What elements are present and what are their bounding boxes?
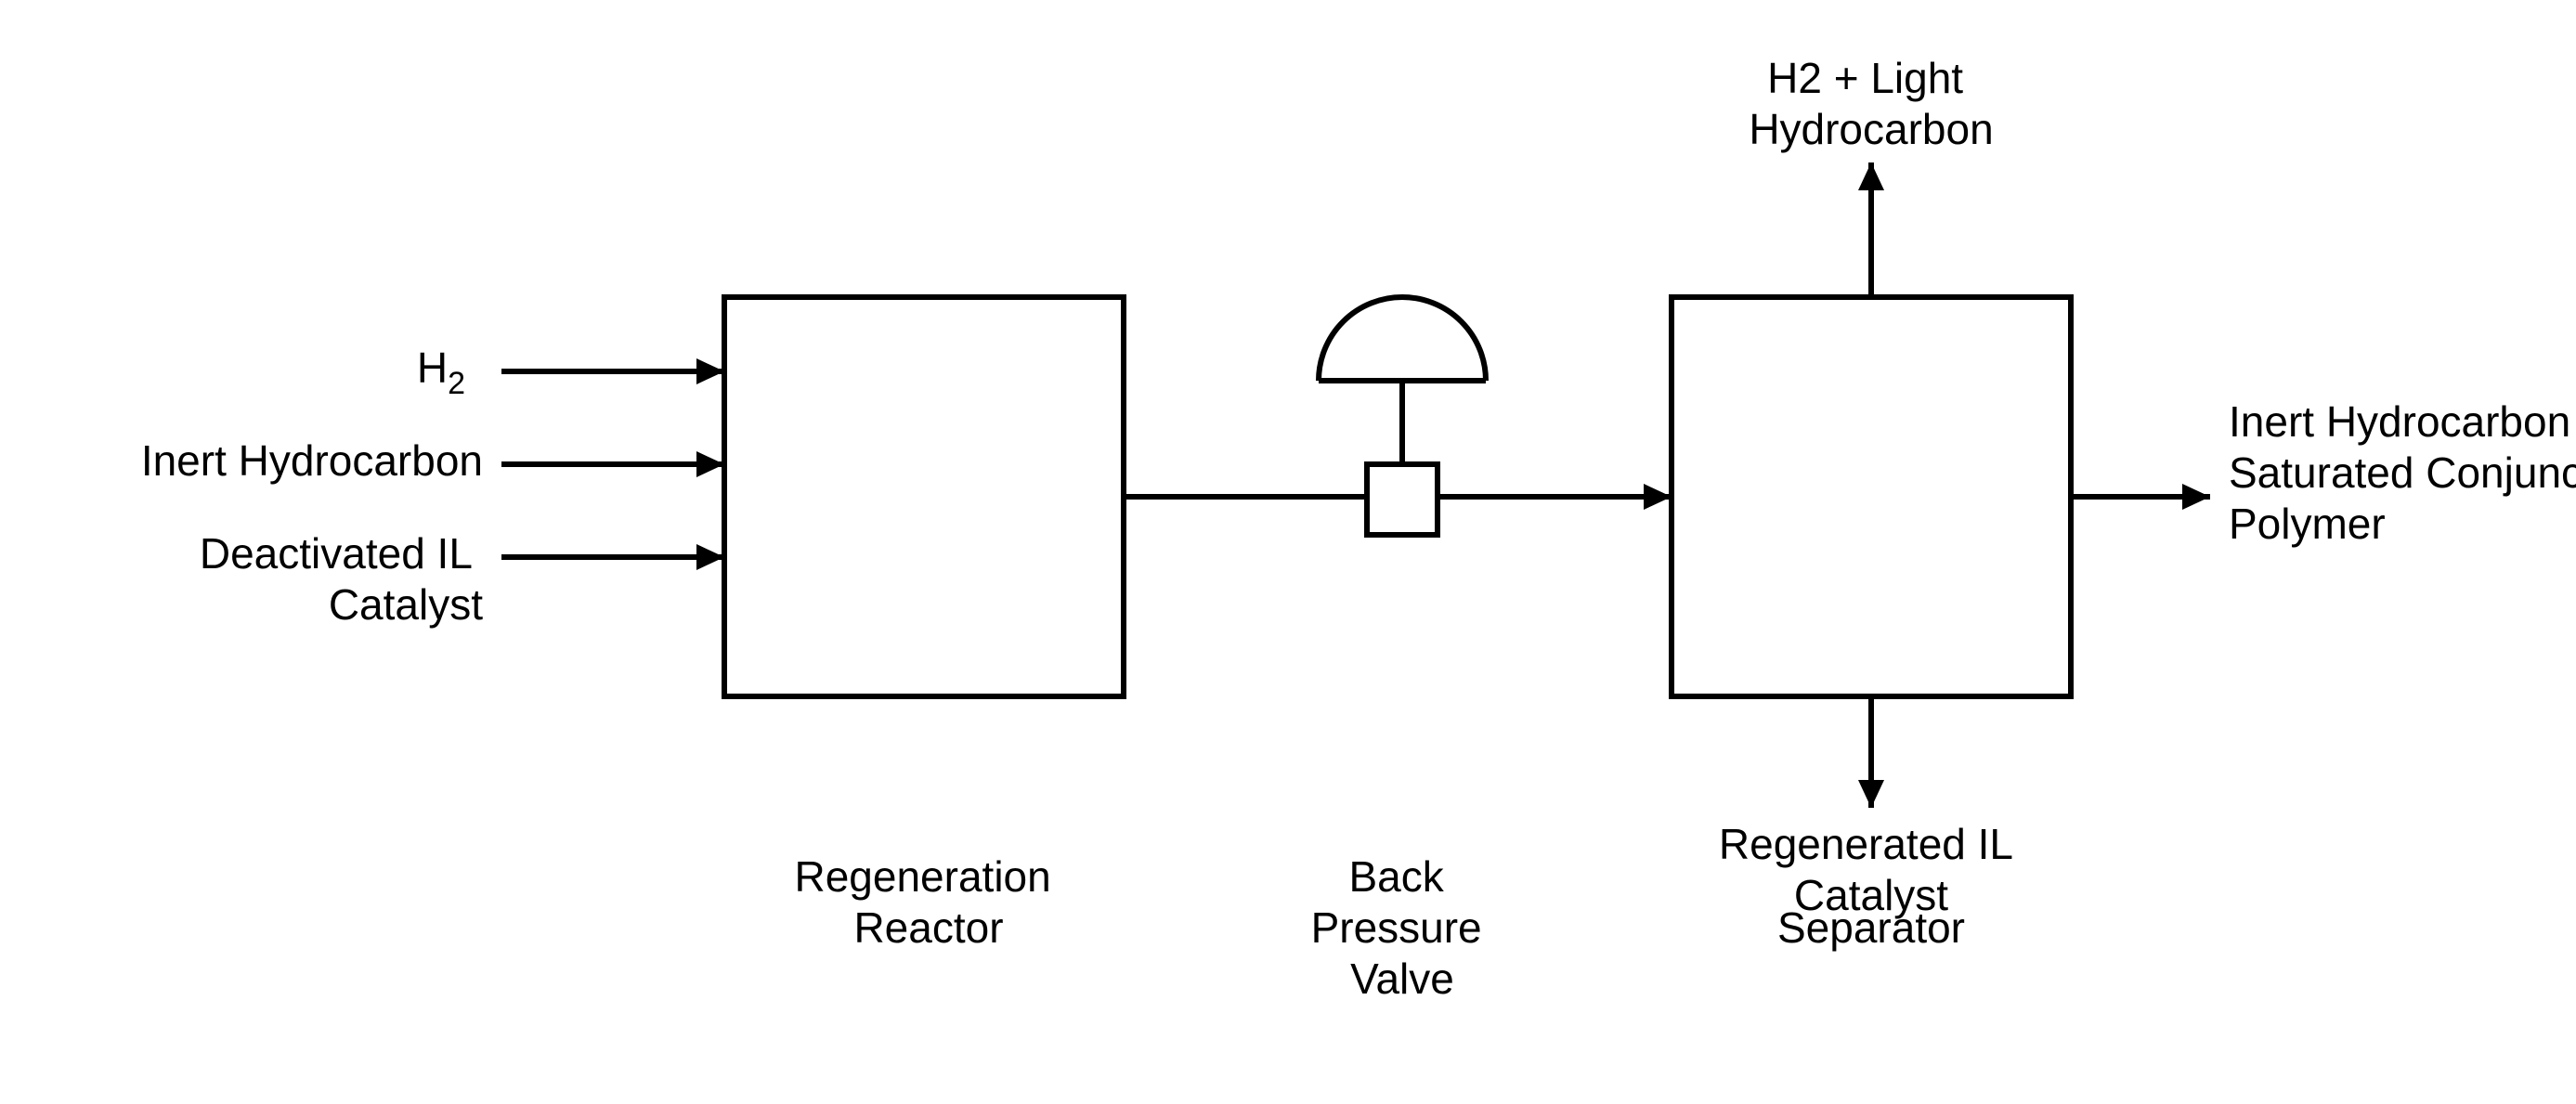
- h2-input-label: H2: [417, 344, 465, 401]
- back-pressure-valve-caption: Back Pressure Valve: [1311, 852, 1494, 1003]
- top-output-label: H2 + Light Hydrocarbon: [1749, 54, 1993, 153]
- bottom-output-label: Regenerated IL Catalyst: [1719, 820, 2023, 919]
- right-output-label: Inert Hydrocarbon + Saturated Conjunct P…: [2229, 397, 2576, 548]
- inert-hc-input-label: Inert Hydrocarbon: [141, 436, 483, 485]
- regeneration-reactor-caption: Regeneration Reactor: [795, 852, 1063, 952]
- process-flow-diagram: H2 Inert Hydrocarbon Deactivated IL Cata…: [0, 0, 2576, 1104]
- valve-body: [1367, 464, 1438, 535]
- regeneration-reactor: [724, 297, 1124, 696]
- deactivated-catalyst-input-label: Deactivated IL Catalyst: [200, 529, 483, 629]
- separator: [1672, 297, 2071, 696]
